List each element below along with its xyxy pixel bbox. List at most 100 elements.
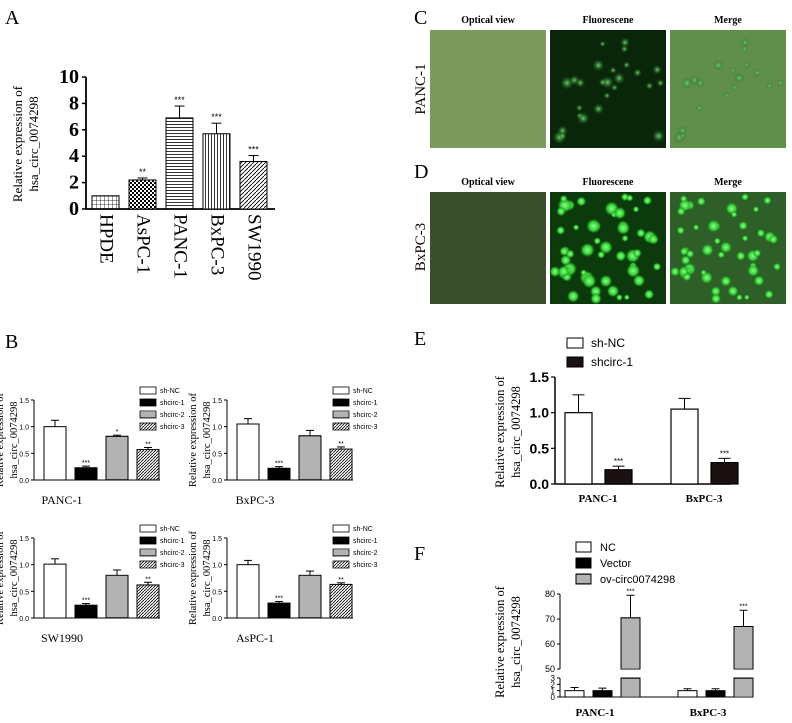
legend-swatch — [332, 560, 350, 569]
cell-spot — [632, 206, 640, 213]
bar — [329, 448, 353, 481]
legend-swatch — [139, 524, 157, 533]
legend-label: shcirc-2 — [353, 412, 378, 419]
y-axis-label: hsa_circ_0074298 — [509, 386, 523, 478]
y-axis-label: hsa_circ_0074298 — [202, 540, 213, 617]
cell-spot — [626, 263, 641, 278]
cell-spot — [616, 294, 623, 301]
cell-spot — [719, 241, 733, 254]
y-tick-label: 8 — [69, 92, 79, 114]
cell-spot — [678, 132, 687, 140]
legend-label: shcirc-2 — [160, 550, 185, 557]
cell-spot — [656, 79, 665, 87]
significance-marker: * — [116, 429, 119, 436]
cell-spot — [557, 265, 570, 278]
cell-spot — [632, 248, 642, 258]
bar — [564, 412, 593, 485]
legend-swatch — [332, 386, 350, 395]
legend-label: shcirc-1 — [353, 538, 378, 545]
row-label-bxpc3: BxPC-3 — [413, 223, 429, 271]
y-tick-label: 0.5 — [212, 589, 222, 596]
legend-label: sh-NC — [160, 388, 180, 395]
y-tick-label: 1.5 — [212, 398, 222, 405]
y-tick-label: 2 — [551, 680, 556, 689]
legend-label: shcirc-3 — [160, 562, 185, 569]
bar — [298, 574, 322, 619]
cell-spot — [626, 194, 634, 202]
chart-b-sw1990: Relative expression ofhsa_circ_00742980.… — [0, 524, 185, 645]
cell-spot — [645, 81, 654, 90]
bar — [43, 563, 67, 619]
cell-spot — [558, 131, 567, 140]
x-tick-label: PANC-1 — [579, 493, 618, 505]
header-optical-view-c: Optical view — [461, 15, 515, 26]
chart-title: SW1990 — [41, 631, 83, 645]
x-tick-label: AsPC-1 — [133, 214, 154, 274]
legend-swatch — [332, 524, 350, 533]
bar — [91, 195, 120, 210]
panel-letter-f: F — [414, 543, 425, 565]
legend-swatch — [139, 422, 157, 431]
y-tick-label: 0.5 — [530, 440, 550, 456]
cell-spot — [580, 269, 587, 276]
significance-marker: *** — [174, 95, 185, 105]
cell-spot — [710, 285, 722, 297]
legend-swatch — [139, 398, 157, 407]
cell-spot — [720, 275, 732, 287]
significance-marker: *** — [82, 460, 90, 467]
chart-a: Relative expression of hsa_circ_0074298 0 2… — [10, 66, 275, 281]
y-tick-label: 50 — [545, 664, 555, 674]
y-axis-label: Relative expression of — [10, 85, 25, 202]
cell-spot — [606, 284, 620, 298]
chart-b-panc1: Relative expression ofhsa_circ_00742980.… — [0, 386, 185, 507]
cell-spot — [609, 66, 617, 74]
cell-spot — [599, 40, 606, 48]
legend-swatch — [575, 557, 592, 569]
cell-spot — [632, 274, 646, 288]
bar — [620, 677, 641, 698]
legend-label: sh-NC — [353, 526, 373, 533]
cell-spot — [647, 233, 659, 245]
cell-spot — [676, 226, 685, 235]
header-optical-view-d: Optical view — [461, 177, 515, 188]
bar — [239, 160, 268, 210]
cell-spot — [695, 104, 703, 112]
panel-letter-a: A — [5, 7, 20, 29]
y-tick-label: 0.0 — [19, 478, 29, 485]
legend-swatch — [139, 548, 157, 557]
y-tick-label: 1.0 — [530, 405, 550, 421]
cell-spot — [713, 60, 724, 71]
significance-marker: ** — [338, 577, 344, 584]
y-tick-label: 0.0 — [19, 616, 29, 623]
bar — [74, 467, 98, 481]
chart-title: AsPC-1 — [236, 631, 274, 645]
y-tick-label: 0 — [69, 198, 79, 220]
legend-label: shcirc-2 — [160, 412, 185, 419]
cell-spot — [586, 218, 602, 234]
legend-label: sh-NC — [591, 336, 625, 350]
cell-spot — [773, 262, 781, 271]
cell-spot — [576, 196, 587, 207]
header-fluorescence-c: Fluorescene — [583, 15, 634, 26]
bar — [136, 584, 160, 619]
significance-marker: ** — [145, 576, 151, 583]
bar — [136, 449, 160, 481]
cell-spot — [756, 228, 766, 238]
cell-spot — [735, 251, 746, 261]
bar — [43, 426, 67, 481]
legend-swatch — [332, 410, 350, 419]
header-merge-d: Merge — [714, 177, 742, 188]
y-tick-label: 6 — [69, 119, 79, 141]
cell-spot — [613, 72, 626, 85]
y-axis-label: Relative expression of — [0, 531, 6, 625]
y-tick-label: 60 — [545, 639, 555, 649]
cell-spot — [598, 78, 607, 87]
header-merge-c: Merge — [714, 15, 742, 26]
legend-swatch — [332, 422, 350, 431]
panel-letter-c: C — [414, 7, 427, 29]
legend-swatch — [575, 541, 592, 553]
chart-b-bxpc3: Relative expression of hsa_circ_00742980.… — [188, 386, 378, 507]
merge-image-panc1 — [670, 30, 786, 148]
cell-spot — [669, 266, 681, 277]
cell-spot — [741, 193, 749, 201]
